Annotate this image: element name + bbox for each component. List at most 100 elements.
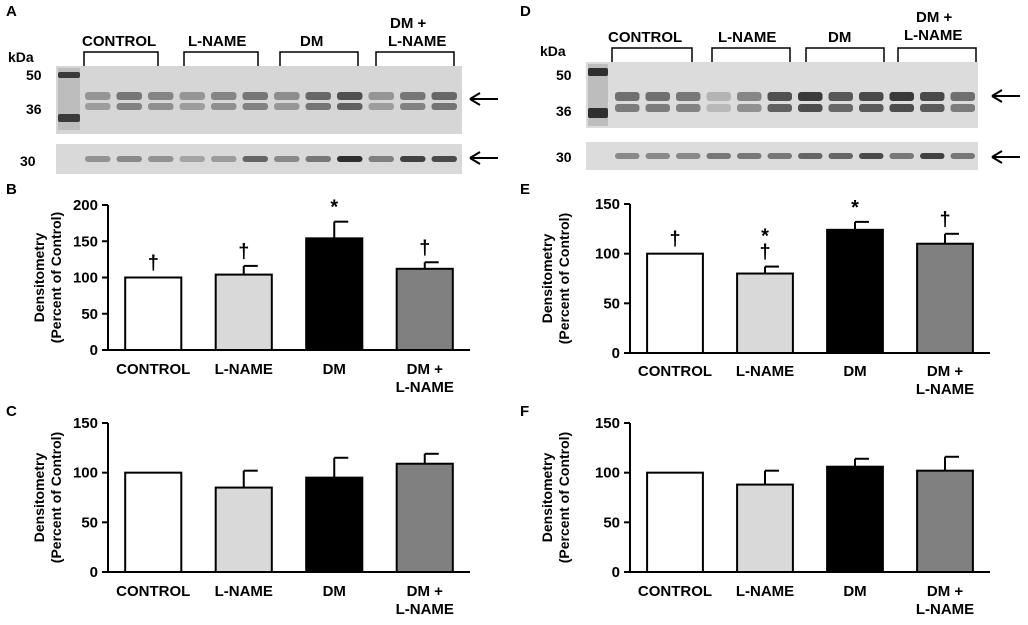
bar: [305, 237, 364, 352]
blot-band: [211, 156, 237, 162]
kda-label-left: kDa: [8, 49, 34, 65]
group-label-dm-right: DM: [828, 29, 851, 46]
blot-band: [337, 103, 363, 110]
blot-band: [615, 153, 640, 159]
y-tick-label: 100: [73, 465, 98, 482]
significance-marker: *: [330, 197, 338, 219]
kda-label-right: kDa: [540, 43, 566, 59]
right-blot-header: kDa CONTROL L-NAME DM DM + L-NAME 50 36 …: [540, 9, 977, 165]
ladder-band-36: [58, 114, 80, 122]
bar: [736, 483, 794, 573]
bar: [395, 462, 454, 573]
arrow-right-upper: [991, 89, 1020, 103]
y-tick-label: 150: [73, 233, 98, 250]
left-blot-header: kDa CONTROL L-NAME DM DM + L-NAME 50 36 …: [8, 15, 455, 169]
blot-band: [706, 104, 731, 112]
blot-band: [645, 153, 670, 159]
y-tick-label: 100: [73, 270, 98, 287]
x-tick-label: DM: [323, 583, 346, 600]
x-tick-label: L-NAME: [916, 601, 974, 618]
right-upper-blot: [586, 62, 978, 128]
blot-band: [706, 92, 731, 101]
ladder-band-50: [58, 72, 80, 78]
blot-band: [645, 92, 670, 101]
group-label-dm-lname-right: L-NAME: [904, 27, 962, 44]
bar: [646, 252, 704, 355]
y-tick-label: 150: [595, 415, 620, 432]
group-label-dm-left: DM: [300, 33, 323, 50]
blot-band: [116, 92, 142, 100]
bar: [736, 272, 794, 354]
significance-marker: †: [148, 253, 159, 275]
bracket-control-left: [83, 51, 159, 66]
blot-band: [274, 156, 300, 162]
y-axis-label: (Percent of Control): [556, 432, 572, 563]
blot-band: [828, 92, 853, 101]
panel-letter-a: A: [6, 3, 17, 20]
bar: [124, 471, 183, 573]
blot-band: [116, 103, 142, 110]
blot-band: [400, 156, 426, 162]
blot-band: [828, 104, 853, 112]
panel-letter-e: E: [520, 181, 530, 198]
blot-band: [889, 92, 914, 101]
blot-band: [179, 103, 205, 110]
blot-band: [431, 156, 457, 162]
bracket-dm-right: [805, 47, 885, 62]
y-axis-label: (Percent of Control): [48, 432, 64, 563]
blot-band: [676, 92, 701, 101]
x-tick-label: DM +: [407, 361, 443, 378]
y-axis-label: Densitometry: [539, 234, 555, 324]
blot-band: [368, 103, 394, 110]
y-axis-label: Densitometry: [31, 233, 47, 323]
blot-band: [645, 104, 670, 112]
arrow-left-upper: [469, 92, 498, 106]
chart-panel-e: 0 50 100 150 Densitometry (Percent of Control…: [539, 196, 990, 398]
group-label-lname-right: L-NAME: [718, 29, 776, 46]
bar: [214, 273, 273, 352]
blot-band: [85, 92, 111, 100]
chart-panel-b: 0 50 100 150 200 Densitometry (Percent of Cont…: [31, 197, 470, 396]
y-tick-label: 50: [81, 514, 98, 531]
blot-band: [148, 156, 174, 162]
blot-band: [85, 103, 111, 110]
blot-band: [305, 92, 331, 100]
blot-band: [767, 153, 792, 159]
x-tick-label: DM +: [927, 363, 963, 380]
x-tick-label: L-NAME: [736, 363, 794, 380]
blot-band: [920, 104, 945, 112]
blot-band: [368, 92, 394, 100]
group-label-control-right: CONTROL: [608, 29, 682, 46]
left-upper-blot: [56, 66, 462, 134]
blot-band: [337, 156, 363, 162]
blot-band: [305, 103, 331, 110]
x-tick-label: CONTROL: [116, 361, 190, 378]
y-tick-label: 0: [90, 342, 98, 359]
group-label-control-left: CONTROL: [82, 33, 156, 50]
bracket-control-right: [611, 47, 693, 62]
x-tick-label: CONTROL: [638, 583, 712, 600]
blot-band: [85, 156, 111, 162]
blot-band: [767, 92, 792, 101]
blot-band: [767, 104, 792, 112]
x-tick-label: L-NAME: [215, 361, 273, 378]
x-tick-label: DM: [843, 583, 866, 600]
ladder-band-36: [588, 108, 608, 118]
blot-band: [274, 103, 300, 110]
y-tick-label: 50: [603, 295, 620, 312]
x-tick-label: L-NAME: [396, 601, 454, 618]
arrow-right-lower: [991, 150, 1020, 164]
blot-band: [889, 104, 914, 112]
blot-band: [676, 104, 701, 112]
right-lower-blot: [586, 142, 978, 170]
significance-marker: †: [238, 241, 249, 263]
blot-band: [920, 92, 945, 101]
significance-marker: †: [939, 209, 950, 231]
significance-marker: †: [419, 237, 430, 259]
blot-band: [859, 104, 884, 112]
blot-band: [615, 92, 640, 101]
y-tick-label: 100: [595, 246, 620, 263]
bracket-lname-left: [183, 51, 259, 66]
blot-band: [431, 103, 457, 110]
y-axis-label: (Percent of Control): [48, 212, 64, 343]
